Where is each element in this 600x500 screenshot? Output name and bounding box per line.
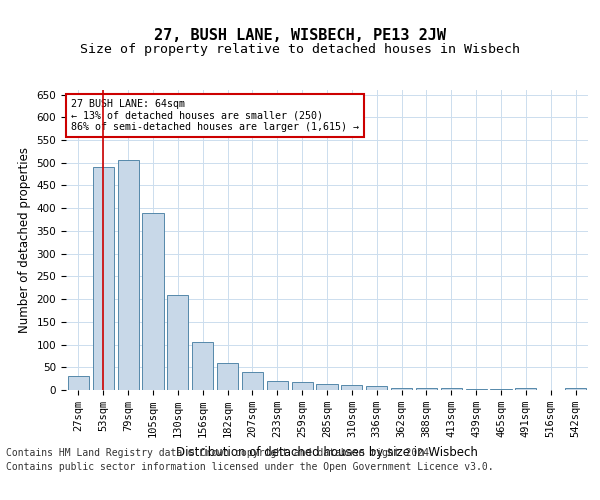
Bar (565, 388, 586, 390)
Text: Size of property relative to detached houses in Wisbech: Size of property relative to detached ho… (80, 42, 520, 56)
Bar (292, 382, 313, 390)
Bar (192, 342, 213, 390)
Bar (341, 384, 362, 390)
Bar (416, 388, 437, 390)
Text: 27 BUSH LANE: 64sqm
← 13% of detached houses are smaller (250)
86% of semi-detac: 27 BUSH LANE: 64sqm ← 13% of detached ho… (71, 99, 359, 132)
Text: Contains HM Land Registry data © Crown copyright and database right 2024.: Contains HM Land Registry data © Crown c… (6, 448, 435, 458)
Y-axis label: Number of detached properties: Number of detached properties (18, 147, 31, 333)
Bar (242, 372, 263, 390)
Text: Contains public sector information licensed under the Open Government Licence v3: Contains public sector information licen… (6, 462, 494, 472)
Bar (466, 389, 487, 390)
Bar (93, 168, 114, 390)
Bar (366, 386, 387, 390)
Bar (391, 388, 412, 390)
Bar (316, 384, 338, 390)
X-axis label: Distribution of detached houses by size in Wisbech: Distribution of detached houses by size … (176, 446, 478, 458)
Bar (515, 388, 536, 390)
Bar (142, 212, 164, 390)
Bar (167, 294, 188, 390)
Bar (118, 160, 139, 390)
Text: 27, BUSH LANE, WISBECH, PE13 2JW: 27, BUSH LANE, WISBECH, PE13 2JW (154, 28, 446, 42)
Bar (441, 388, 462, 390)
Bar (68, 376, 89, 390)
Bar (490, 389, 512, 390)
Bar (217, 362, 238, 390)
Bar (267, 381, 288, 390)
